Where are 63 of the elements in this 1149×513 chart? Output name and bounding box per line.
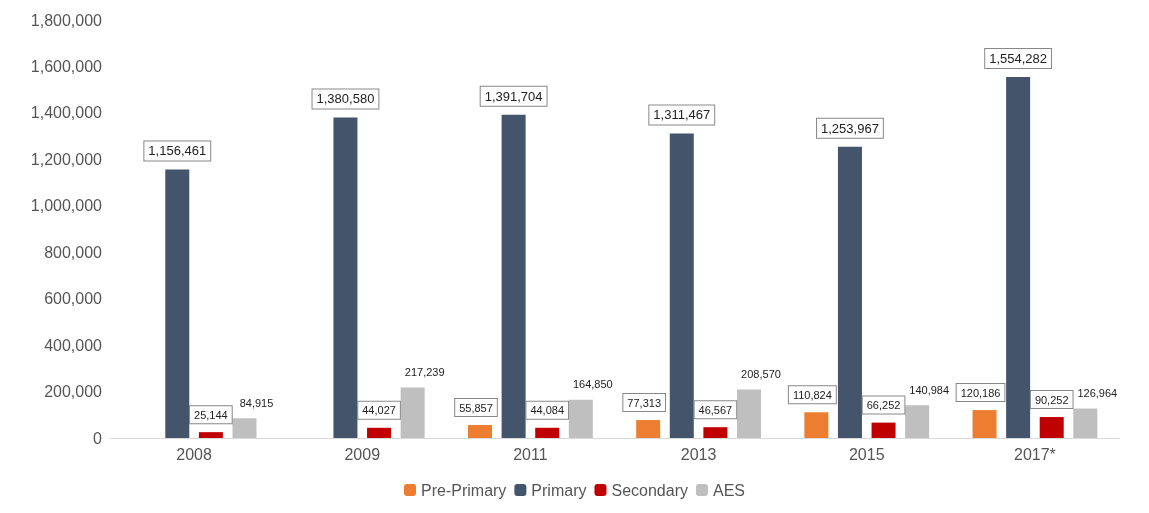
data-label: 1,253,967 — [821, 120, 879, 136]
y-tick-label: 1,400,000 — [30, 104, 103, 122]
y-tick-label: 800,000 — [44, 243, 103, 261]
data-label: 84,915 — [239, 396, 274, 409]
data-label: 140,984 — [909, 383, 950, 396]
data-label: 208,570 — [741, 368, 781, 381]
bar — [232, 418, 257, 438]
bar — [333, 117, 358, 438]
y-tick-label: 1,000,000 — [30, 197, 103, 215]
data-label: 110,824 — [792, 388, 832, 401]
bar — [905, 405, 930, 438]
x-tick-label: 2015 — [848, 445, 885, 463]
data-label: 217,239 — [404, 366, 445, 379]
bar — [165, 169, 190, 438]
data-label: 1,311,467 — [653, 107, 711, 123]
bar — [972, 410, 997, 438]
y-tick-label: 1,800,000 — [30, 11, 103, 29]
bar — [535, 427, 560, 438]
y-tick-label: 200,000 — [44, 383, 103, 401]
data-label: 1,156,461 — [148, 143, 207, 159]
bar — [198, 432, 223, 438]
bar — [400, 387, 425, 438]
y-tick-label: 1,200,000 — [30, 150, 103, 168]
bar — [703, 427, 728, 438]
legend-label: AES — [712, 481, 745, 499]
legend-label: Primary — [531, 481, 587, 499]
bar — [1006, 77, 1031, 438]
data-label: 55,857 — [459, 401, 493, 414]
bar — [736, 389, 761, 438]
data-label: 46,567 — [698, 403, 733, 416]
y-tick-label: 1,600,000 — [30, 57, 103, 75]
y-tick-label: 400,000 — [44, 336, 103, 354]
data-label: 25,144 — [194, 408, 228, 421]
data-label: 1,554,282 — [989, 51, 1048, 67]
bar — [367, 427, 392, 438]
data-label: 120,186 — [960, 386, 1001, 399]
legend-label: Pre-Primary — [421, 481, 507, 499]
x-tick-label: 2009 — [344, 445, 381, 463]
data-label: 90,252 — [1034, 393, 1069, 406]
bar — [1073, 408, 1098, 438]
data-label: 66,252 — [866, 399, 901, 412]
data-label: 1,391,704 — [484, 88, 543, 104]
y-tick-label: 0 — [93, 429, 103, 447]
bar — [837, 146, 862, 438]
x-tick-label: 2017* — [1014, 445, 1056, 463]
legend-label: Secondary — [611, 481, 688, 499]
data-label: 44,084 — [530, 404, 565, 417]
bar — [669, 133, 694, 438]
x-tick-label: 2013 — [680, 445, 717, 463]
data-label: 77,313 — [627, 396, 662, 409]
data-label: 164,850 — [572, 378, 613, 391]
bar — [1039, 417, 1064, 438]
bar — [804, 412, 829, 438]
x-tick-label: 2011 — [513, 445, 548, 463]
y-tick-label: 600,000 — [44, 290, 103, 308]
bar — [468, 425, 493, 438]
bar — [871, 422, 896, 438]
data-label: 1,380,580 — [316, 91, 375, 107]
bar — [636, 420, 661, 438]
data-label: 126,964 — [1077, 387, 1118, 400]
data-label: 44,027 — [362, 404, 396, 417]
bar — [501, 114, 526, 438]
x-tick-label: 2008 — [176, 445, 212, 463]
